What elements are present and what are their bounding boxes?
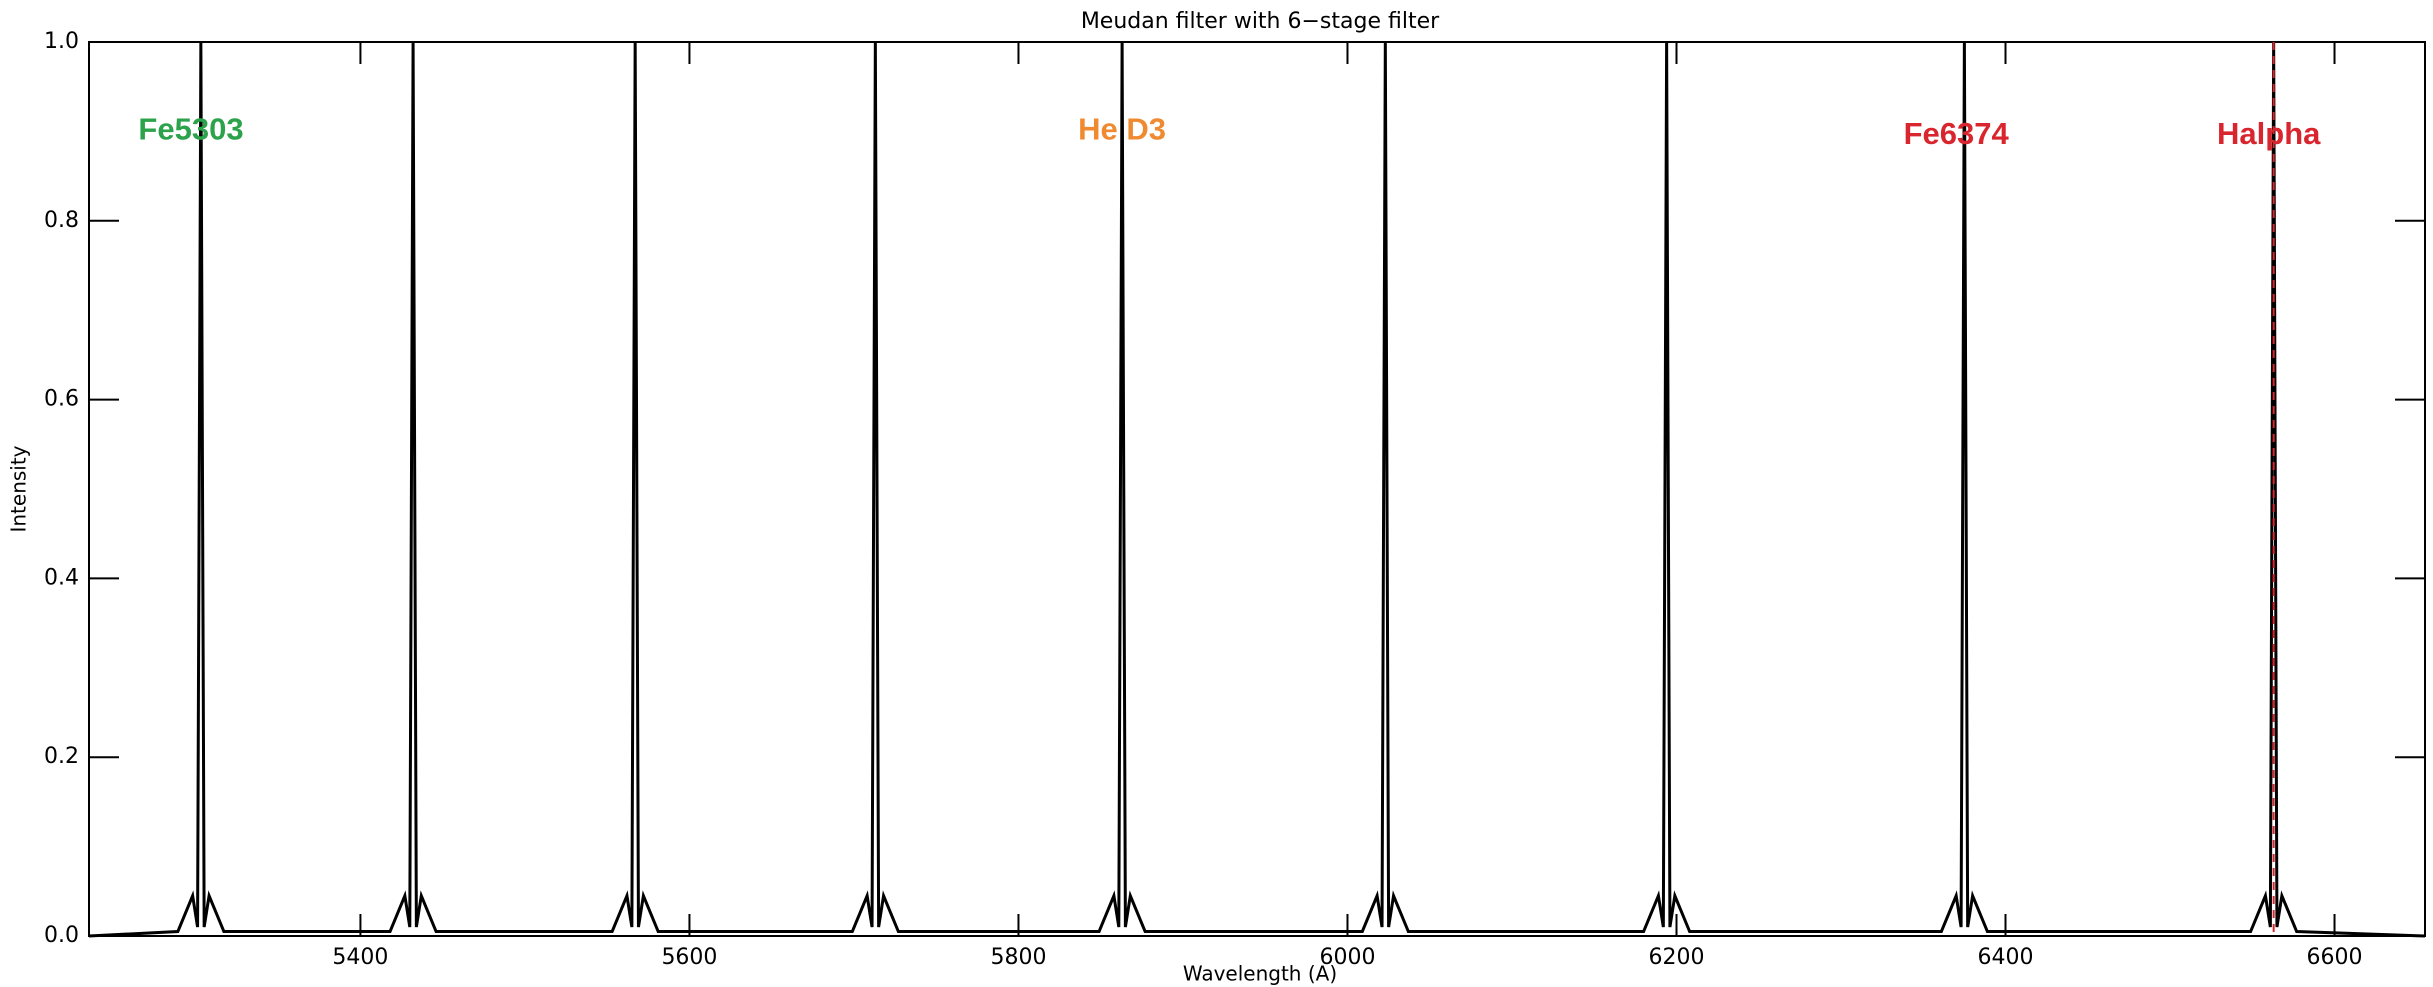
data-line xyxy=(88,41,2426,938)
plot-frame xyxy=(88,41,2426,937)
y-tick-label: 0.2 xyxy=(44,744,79,769)
annotation: Halpha xyxy=(2217,116,2321,151)
y-tick-label: 0.4 xyxy=(44,565,79,590)
y-axis-label: Intensity xyxy=(7,445,31,532)
x-tick-label: 6200 xyxy=(1648,945,1704,970)
x-tick-label: 5800 xyxy=(990,945,1046,970)
y-tick-label: 0.0 xyxy=(44,923,79,948)
x-tick-label: 6000 xyxy=(1319,945,1375,970)
y-tick-label: 0.8 xyxy=(44,208,79,233)
x-tick-label: 5400 xyxy=(332,945,388,970)
x-tick-label: 5600 xyxy=(661,945,717,970)
chart-title: Meudan filter with 6−stage filter xyxy=(1081,9,1440,34)
x-tick-label: 6600 xyxy=(2307,945,2363,970)
annotation: Fe6374 xyxy=(1904,116,2010,151)
x-axis-label: Wavelength (A) xyxy=(1183,962,1337,986)
annotation: Fe5303 xyxy=(138,112,243,147)
annotation: He D3 xyxy=(1078,112,1166,147)
y-tick-label: 1.0 xyxy=(44,29,79,54)
x-tick-label: 6400 xyxy=(1978,945,2034,970)
y-tick-label: 0.6 xyxy=(44,387,79,412)
